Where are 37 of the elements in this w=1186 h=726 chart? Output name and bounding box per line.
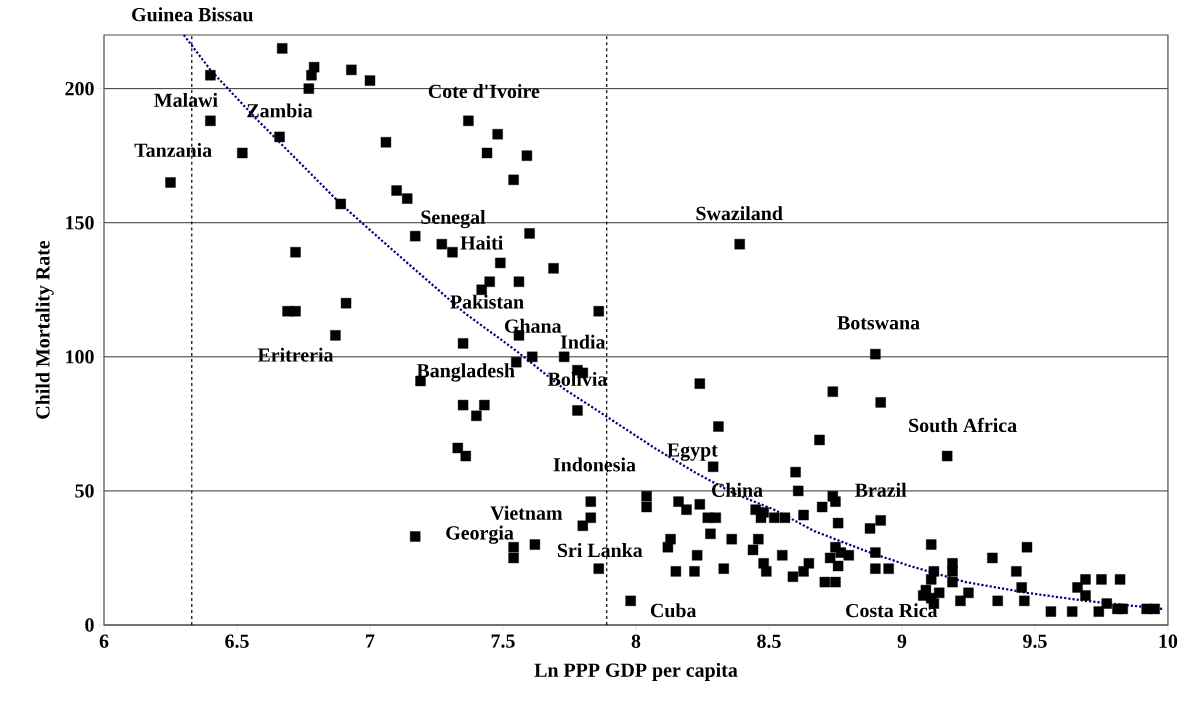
annotation: India [560, 334, 606, 349]
annotation: Zambia [247, 103, 313, 118]
annotation: Eritreria [257, 347, 334, 362]
x-tick-label: 6.5 [225, 634, 249, 648]
annotation: Haiti [460, 235, 503, 250]
annotation: Tanzania [134, 143, 212, 158]
x-tick-label: 7 [366, 634, 375, 648]
x-axis-title: Ln PPP GDP per capita [534, 662, 738, 681]
y-tick-label: 200 [65, 81, 94, 96]
annotation: Indonesia [553, 457, 636, 472]
y-tick-label: 150 [66, 216, 94, 230]
y-tick-label: 50 [75, 484, 94, 498]
annotation: Pakistan [450, 294, 524, 309]
text: Guinea Bissau [132, 7, 253, 22]
x-tick-label: 9.5 [1023, 634, 1047, 648]
annotation: Georgia [446, 525, 514, 544]
x-tick-label: 9 [897, 634, 907, 648]
annotation: Bangladesh [416, 363, 515, 382]
annotation: Malawi [154, 92, 218, 107]
x-tick-label: 10 [1159, 634, 1178, 648]
annotation: Brazil [855, 482, 907, 497]
annotation: Cuba [650, 603, 697, 618]
annotation: Ghana [504, 318, 562, 333]
annotation: Sri Lanka [557, 543, 643, 558]
y-tick-label: 100 [66, 350, 94, 364]
annotation: South Africa [909, 417, 1017, 433]
x-tick-label: 7.5 [491, 634, 515, 648]
annotation: Vietnam [490, 505, 563, 520]
x-tick-label: 8 [631, 634, 641, 648]
annotation: Costa Rica [846, 603, 938, 618]
annotation: Botswana [837, 316, 920, 330]
x-tick-label: 8.5 [757, 634, 781, 649]
annotation: Swaziland [696, 206, 783, 221]
y-tick-label: 0 [85, 618, 94, 632]
y-axis-title: Child Mortality Rate [35, 240, 54, 419]
x-tick-label: 6 [99, 634, 109, 648]
annotation: Egypt [667, 443, 718, 461]
